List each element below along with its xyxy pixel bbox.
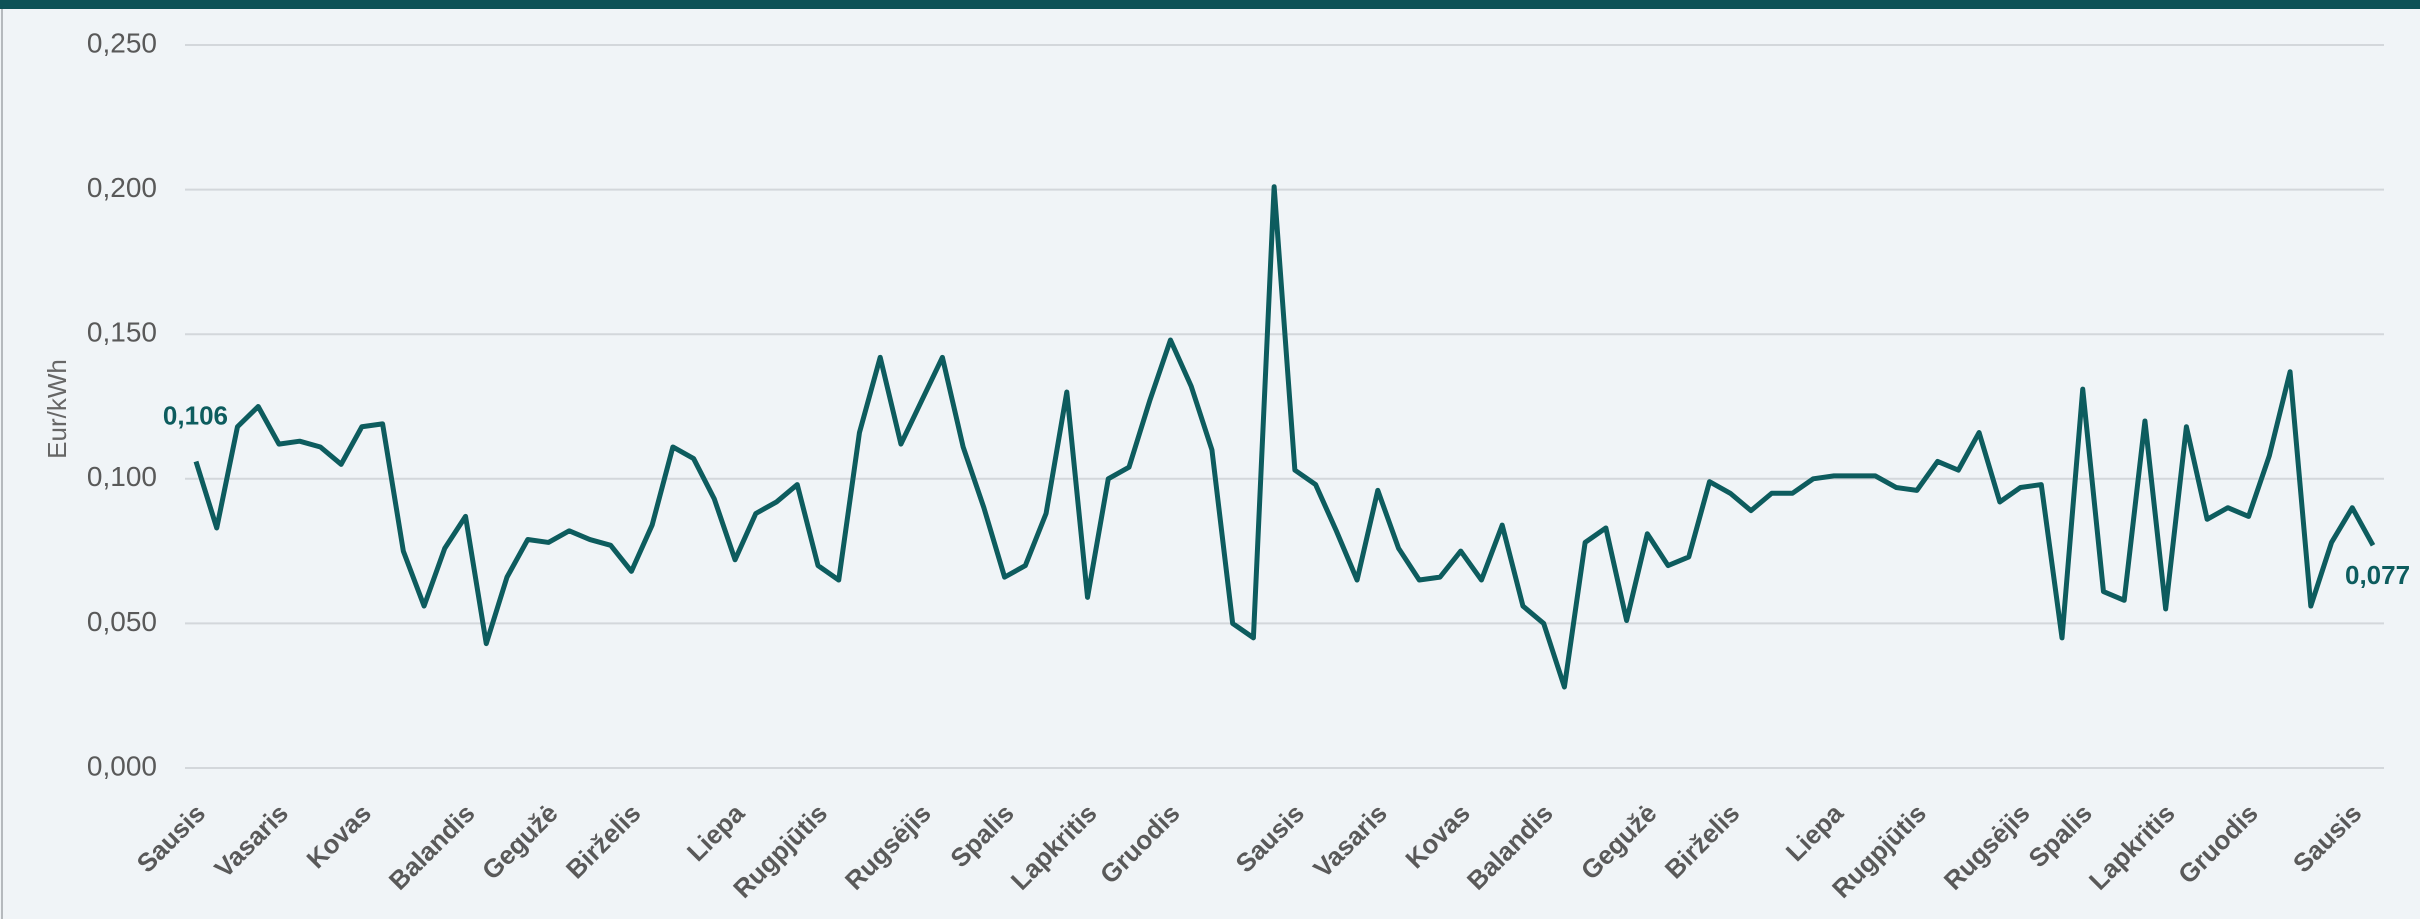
top-bar	[0, 0, 2420, 9]
y-axis-label: Eur/kWh	[42, 359, 72, 459]
y-tick-label: 0,250	[87, 27, 157, 58]
data-label: 0,106	[163, 400, 228, 430]
line-series	[193, 184, 2376, 690]
y-tick-label: 0,150	[87, 317, 157, 348]
y-tick-label: 0,100	[87, 461, 157, 492]
y-tick-label: 0,050	[87, 606, 157, 637]
y-tick-label: 0,000	[87, 750, 157, 781]
data-label: 0,077	[2345, 560, 2410, 590]
y-tick-label: 0,200	[87, 172, 157, 203]
